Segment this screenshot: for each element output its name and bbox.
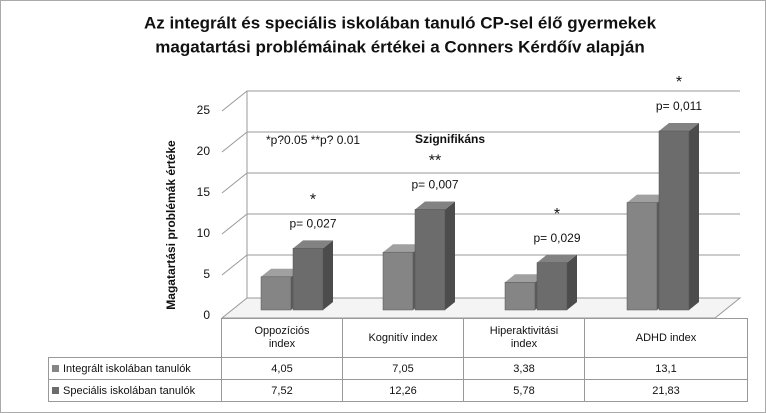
legend-cell: Speciális iskolában tanulók (48, 379, 222, 402)
note: *p?0.05 **p? 0.01 (266, 133, 360, 147)
bar-top (537, 254, 577, 263)
value-label: 3,38 (463, 357, 585, 380)
bar-side (323, 240, 333, 310)
legend-cell: Integrált iskolában tanulók (48, 357, 222, 380)
bar (292, 248, 324, 311)
category-cell: Oppozíciós index (221, 318, 343, 358)
value-label: 7,05 (342, 357, 464, 380)
value-label: 4,05 (221, 357, 343, 380)
significance-mark: * (310, 192, 316, 209)
grid-line (221, 131, 248, 153)
significance-label: p= 0,027 (289, 217, 336, 231)
bar (536, 262, 568, 311)
grid-line (221, 254, 248, 276)
value-label: 5,78 (463, 379, 585, 402)
bar (382, 251, 414, 311)
legend-key (52, 365, 59, 373)
bar-top (293, 240, 333, 249)
bar (626, 202, 658, 311)
significance-label: p= 0,011 (656, 99, 702, 113)
value-label: 21,83 (584, 379, 748, 402)
value-label: 12,26 (342, 379, 464, 402)
category-cell: ADHD index (584, 318, 748, 358)
y-tick-label: 25 (197, 103, 211, 117)
chart-title: magatartási problémáinak értékei a Conne… (155, 37, 644, 56)
y-tick-label: 0 (203, 308, 210, 322)
significance-label: p= 0,029 (533, 231, 580, 245)
value-label: 13,1 (584, 357, 748, 380)
grid-line (221, 90, 248, 112)
y-tick-label: 5 (203, 267, 210, 281)
y-tick-label: 15 (197, 185, 211, 199)
bar-side (567, 254, 577, 310)
bar (414, 209, 446, 311)
grid-line (221, 213, 248, 235)
significance-mark: ** (429, 153, 441, 170)
significance-label: p= 0,007 (411, 178, 458, 192)
bar-top (659, 122, 699, 131)
significance-title: Szignifikáns (415, 132, 485, 146)
x-tick-label: ADHD index (635, 331, 697, 344)
data-table: Oppozíciós index Kognitív index Hiperaktiv… (48, 318, 748, 402)
significance-mark: * (554, 206, 560, 223)
bar-top (383, 244, 423, 253)
bar-top (627, 194, 667, 203)
legend-label: Speciális iskolában tanulók (63, 384, 196, 397)
bar-top (505, 274, 545, 283)
bar-side (689, 122, 699, 310)
x-tick-label: Kognitív index (368, 331, 438, 344)
x-tick-label: Hiperaktivitási index (489, 325, 559, 350)
significance-mark: * (676, 74, 682, 91)
bar-side (445, 201, 455, 310)
y-tick-label: 10 (197, 226, 211, 240)
bar (260, 276, 292, 311)
grid-line (221, 172, 248, 194)
category-cell: Kognitív index (342, 318, 464, 358)
bar (504, 282, 536, 311)
chart-title: Az integrált és speciális iskolában tanu… (144, 13, 657, 32)
bar-top (415, 201, 455, 210)
value-label: 7,52 (221, 379, 343, 402)
y-tick-label: 20 (197, 144, 211, 158)
legend-label: Integrált iskolában tanulók (63, 362, 191, 375)
y-axis-label: Magatartási problémák értéke (164, 140, 178, 310)
x-tick-label: Oppozíciós index (254, 325, 310, 350)
category-cell: Hiperaktivitási index (463, 318, 585, 358)
table-corner (49, 319, 222, 358)
bar-top (261, 268, 301, 277)
legend-key (52, 387, 59, 395)
bar (658, 130, 690, 311)
